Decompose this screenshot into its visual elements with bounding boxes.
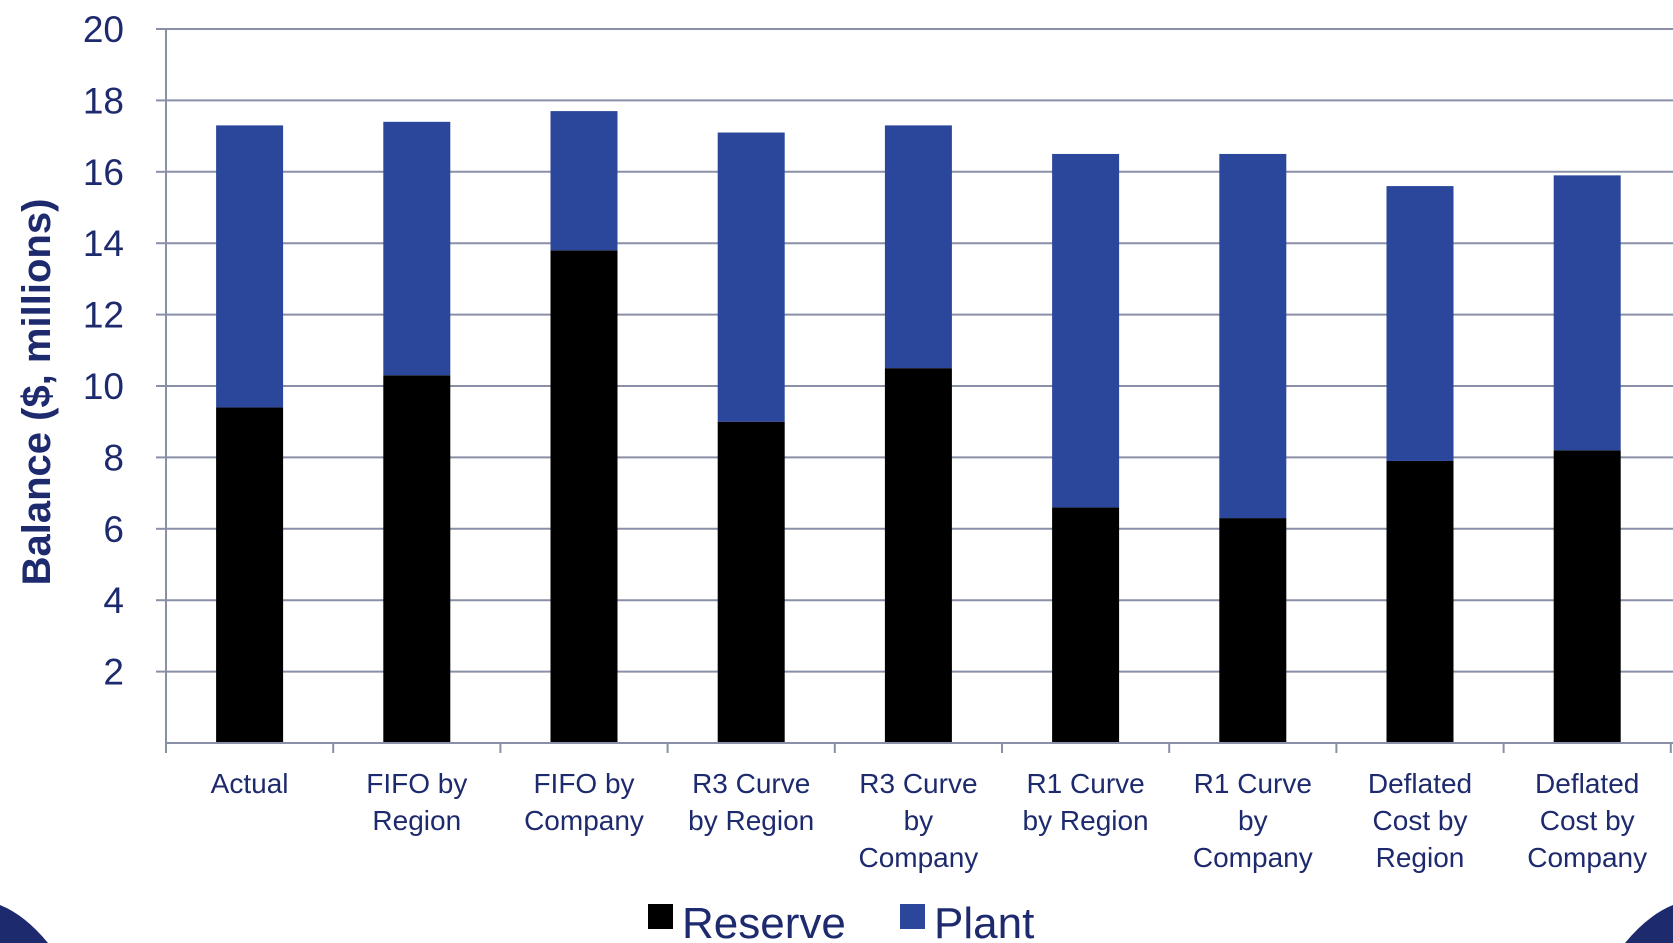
bar-reserve-8 — [1553, 450, 1621, 743]
x-tick-label-3: R3 Curve by Region — [688, 768, 814, 836]
x-tick-label-5: R1 Curve by Region — [1023, 768, 1149, 836]
bar-reserve-7 — [1386, 460, 1454, 743]
bar-plant-6 — [1219, 153, 1287, 519]
legend-label-plant: Plant — [934, 899, 1034, 943]
y-axis-label: Balance ($, millions) — [15, 199, 59, 586]
x-tick-label-2: FIFO by Company — [524, 768, 644, 836]
bar-plant-0 — [216, 125, 284, 408]
y-tick-label-8: 8 — [103, 437, 124, 478]
bar-reserve-5 — [1052, 507, 1120, 743]
y-tick-label-12: 12 — [83, 295, 124, 336]
y-tick-label-2: 2 — [103, 652, 124, 693]
legend-swatch-reserve — [648, 904, 673, 929]
y-tick-label-4: 4 — [103, 580, 124, 621]
bar-plant-7 — [1386, 186, 1454, 461]
x-tick-label-6: R1 Curve by Company — [1193, 768, 1313, 873]
bars — [216, 111, 1621, 743]
legend-label-reserve: Reserve — [682, 899, 846, 943]
x-tick-label-4: R3 Curve by Company — [858, 768, 978, 873]
y-tick-labels: 2 4 6 8 10 12 14 16 18 20 — [83, 9, 124, 693]
legend-swatch-plant — [900, 904, 925, 929]
bar-reserve-4 — [884, 368, 952, 743]
bar-plant-8 — [1553, 175, 1621, 451]
bar-reserve-2 — [550, 250, 618, 743]
bar-plant-5 — [1052, 153, 1120, 508]
bar-reserve-0 — [216, 407, 284, 743]
bar-reserve-3 — [717, 421, 785, 743]
x-tick-label-7: Deflated Cost by Region — [1368, 768, 1472, 873]
y-tick-label-18: 18 — [83, 80, 124, 121]
y-tick-label-16: 16 — [83, 152, 124, 193]
x-tick-label-8: Deflated Cost by Company — [1527, 768, 1647, 873]
bar-plant-1 — [383, 121, 451, 376]
axes — [165, 29, 1673, 753]
corner-decoration-right — [1625, 905, 1673, 943]
x-tick-labels: Actual FIFO by Region FIFO by Company R3 Curv… — [211, 768, 1647, 873]
x-tick-label-0: Actual — [211, 768, 289, 799]
y-tick-label-6: 6 — [103, 509, 124, 550]
bar-plant-2 — [550, 111, 618, 251]
bar-reserve-1 — [383, 375, 451, 743]
bar-plant-3 — [717, 132, 785, 422]
y-tick-label-20: 20 — [83, 9, 124, 50]
y-tick-label-14: 14 — [83, 223, 124, 264]
legend: Reserve Plant — [648, 899, 1034, 943]
bar-reserve-6 — [1219, 518, 1287, 743]
bar-plant-4 — [884, 125, 952, 369]
corner-decoration-left — [0, 905, 48, 943]
x-tick-label-1: FIFO by Region — [366, 768, 467, 836]
y-tick-label-10: 10 — [83, 366, 124, 407]
